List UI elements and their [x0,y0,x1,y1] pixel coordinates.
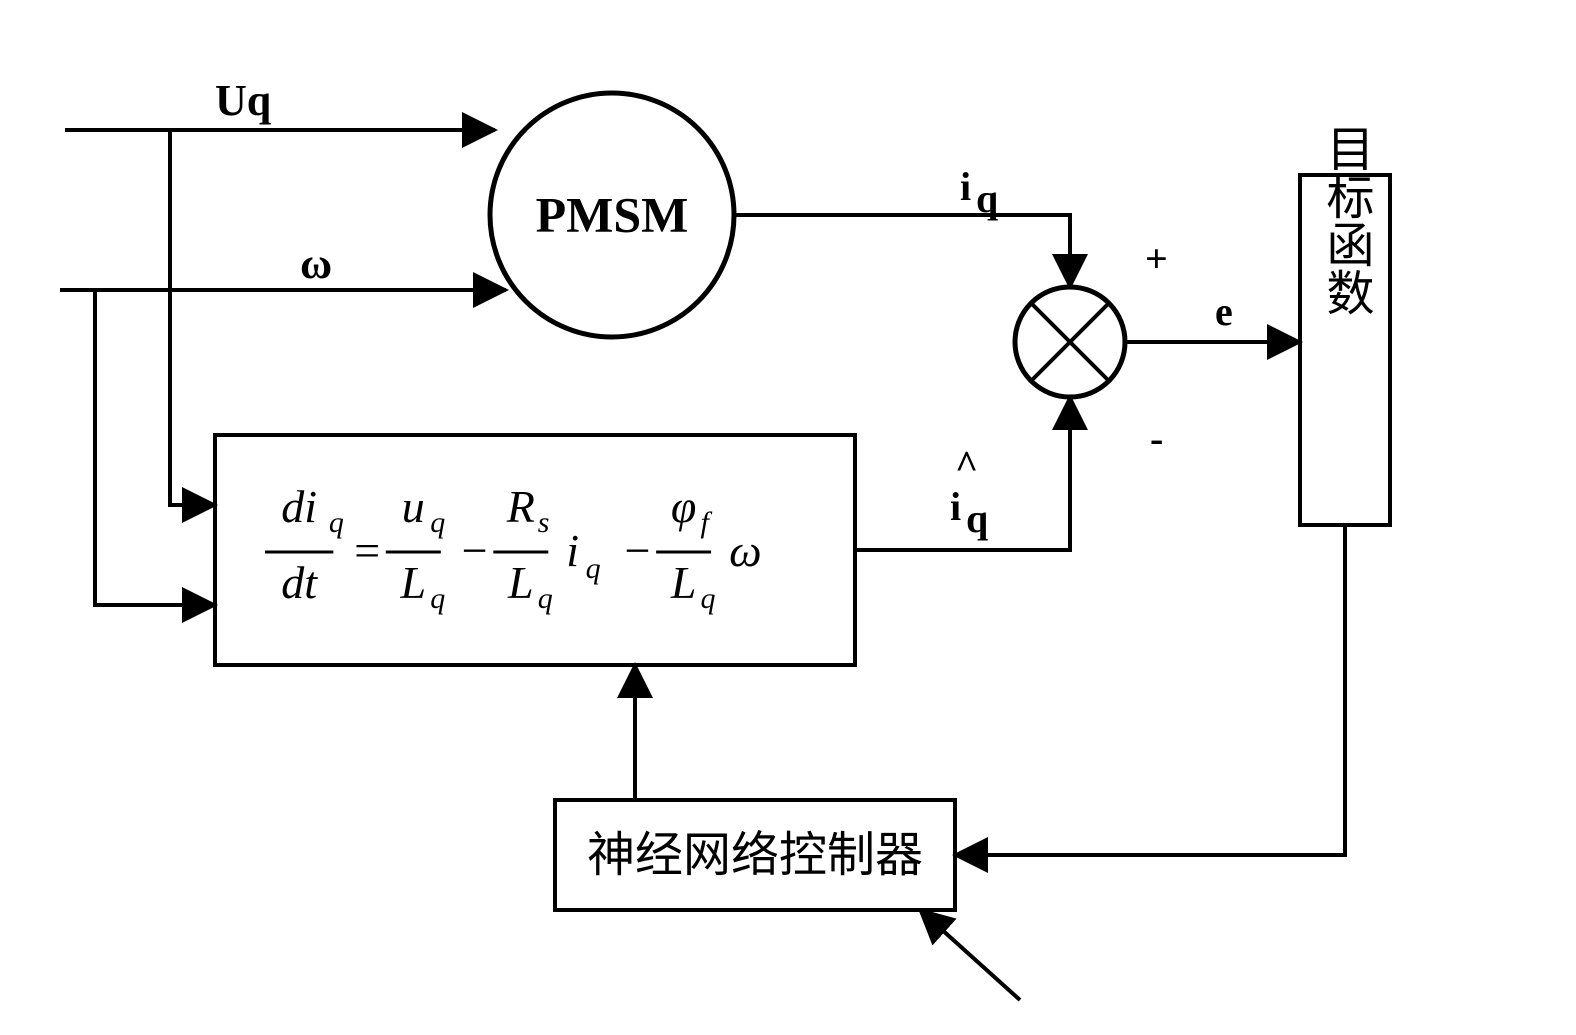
svg-text:q: q [538,582,553,615]
nn-controller-label: 神经网络控制器 [587,829,923,882]
svg-text:ω: ω [729,525,761,576]
svg-text:L: L [400,557,427,608]
summing-junction [1015,287,1125,397]
minus-sign: - [1150,416,1163,461]
objective-label: 目标函数 [1319,124,1374,316]
svg-text:q: q [966,496,988,541]
svg-text:−: − [459,525,490,576]
obj-to-nn [955,525,1345,855]
svg-text:φ: φ [671,481,696,532]
svg-text:q: q [430,506,445,539]
svg-text:=: = [351,525,382,576]
svg-text:i: i [950,484,961,529]
external-to-nn [920,910,1020,1000]
pmsm-label: PMSM [536,186,689,242]
iq-to-sum [734,215,1070,287]
svg-text:dt: dt [281,557,318,608]
plus-sign: + [1145,236,1168,281]
svg-text:di: di [281,481,317,532]
control-block-diagram: PMSM + - diqdt=uqLq−RsLqiq−φfLqω 目标函数 神经… [0,0,1576,1035]
svg-text:s: s [538,506,550,539]
e-label: e [1215,289,1233,334]
iq-hat-label: ^iq [950,442,988,541]
svg-text:−: − [622,525,653,576]
omega-to-eqbox [95,290,215,605]
svg-text:q: q [430,582,445,615]
svg-text:^: ^ [955,442,978,487]
svg-text:L: L [507,557,534,608]
uq-to-eqbox [170,130,215,505]
svg-text:R: R [506,481,535,532]
svg-text:q: q [329,506,344,539]
svg-text:i: i [566,525,579,576]
svg-text:L: L [670,557,697,608]
svg-text:q: q [976,176,998,221]
iq-label: iq [960,164,998,221]
omega-label: ω [300,239,332,288]
svg-text:i: i [960,164,971,209]
svg-text:q: q [700,582,715,615]
uq-label: Uq [215,76,272,125]
svg-text:u: u [402,481,425,532]
svg-text:q: q [586,552,601,585]
